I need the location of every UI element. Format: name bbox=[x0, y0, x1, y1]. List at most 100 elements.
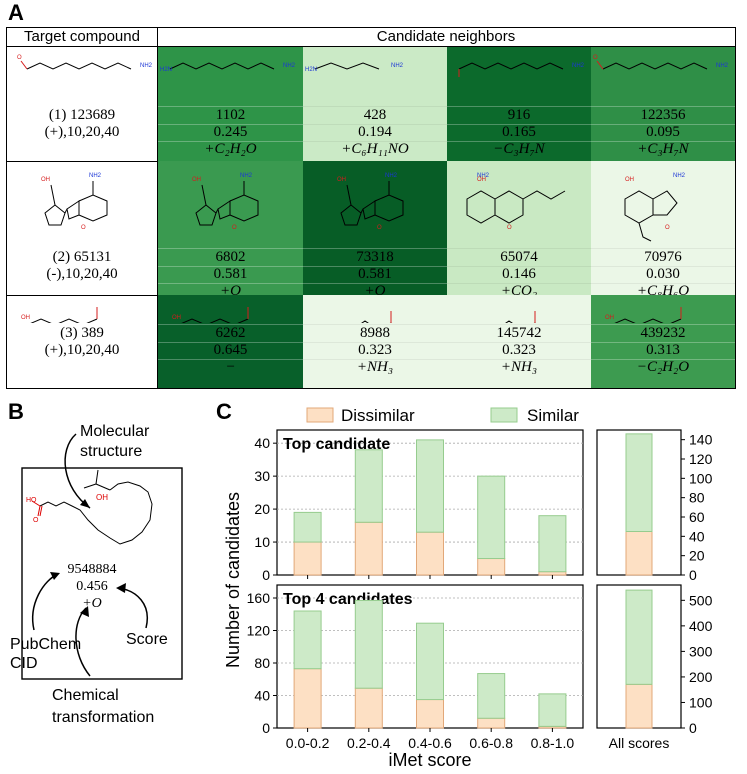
svg-text:NH2: NH2 bbox=[385, 173, 398, 179]
y-tick-label-right: 140 bbox=[689, 432, 713, 448]
target-compound-id: (2) 65131 bbox=[52, 249, 112, 265]
candidate-score: 0.323 bbox=[358, 342, 392, 358]
y-tick-label-right: 0 bbox=[689, 567, 697, 583]
svg-text:OH: OH bbox=[605, 315, 614, 321]
y-tick-label-right: 0 bbox=[689, 720, 697, 736]
svg-text:O: O bbox=[377, 225, 382, 231]
svg-text:O: O bbox=[232, 225, 237, 231]
bar-similar bbox=[477, 673, 506, 719]
candidate-molecule-structure: OH bbox=[361, 311, 392, 323]
y-tick-label-right: 40 bbox=[689, 528, 705, 544]
label-cid: CID bbox=[10, 655, 38, 672]
candidate-neighbor-cell: NH2 O 122356 0.095 +C₃H₇N bbox=[591, 47, 735, 161]
subplot-title: Top candidate bbox=[283, 436, 390, 453]
header-candidate-neighbors: Candidate neighbors bbox=[376, 28, 516, 45]
header-target-compound: Target compound bbox=[24, 28, 140, 45]
candidate-cid: 145742 bbox=[496, 325, 542, 341]
bar-similar bbox=[416, 439, 444, 533]
y-tick-label-right: 120 bbox=[689, 451, 713, 467]
bar-dissimilar bbox=[354, 521, 383, 576]
bar-dissimilar bbox=[477, 558, 506, 576]
bar-similar bbox=[293, 511, 322, 543]
candidate-neighbor-cell: NH2 OH O 70976 0.030 +C₈H₆O bbox=[591, 161, 735, 299]
aggregate-bar-dissimilar bbox=[625, 683, 653, 729]
candidate-cid: 439232 bbox=[640, 325, 686, 341]
candidate-score: 0.245 bbox=[213, 124, 248, 140]
label-molecular: Molecular bbox=[80, 423, 150, 440]
y-tick-label: 160 bbox=[247, 590, 271, 606]
x-tick-label: 0.0-0.2 bbox=[286, 735, 330, 751]
y-tick-label: 40 bbox=[254, 435, 270, 451]
y-tick-label: 80 bbox=[254, 655, 270, 671]
svg-text:OH: OH bbox=[41, 177, 50, 183]
bar-similar bbox=[538, 693, 567, 727]
legend-label-dissimilar: Dissimilar bbox=[341, 406, 415, 425]
candidate-score: 0.146 bbox=[502, 266, 536, 282]
arrow-score bbox=[117, 587, 148, 629]
y-tick-label-right: 80 bbox=[689, 490, 705, 506]
bar-similar bbox=[293, 610, 322, 670]
candidate-score: 0.194 bbox=[358, 124, 392, 140]
candidate-cid: 70976 bbox=[644, 249, 682, 265]
candidate-score: 0.313 bbox=[646, 342, 680, 358]
candidate-neighbor-cell: NH2 OH O 65074 0.146 +CO₂ bbox=[447, 161, 591, 299]
arrow-cid bbox=[32, 573, 59, 631]
candidate-cid: 6802 bbox=[215, 249, 246, 265]
x-tick-label: 0.4-0.6 bbox=[408, 735, 452, 751]
label-chemical: Chemical bbox=[52, 687, 119, 704]
candidate-table: Target compound Candidate neighbors NH2 O… bbox=[6, 27, 736, 389]
target-molecule-structure: NH2 O bbox=[17, 55, 153, 70]
candidate-molecule-structure: OH bbox=[505, 311, 536, 323]
candidate-neighbor-cell: NH2 H2N 428 0.194 +C₆H₁₁NO bbox=[303, 47, 447, 161]
bar-dissimilar bbox=[477, 717, 506, 729]
target-compound-info: (+),10,20,40 bbox=[44, 124, 120, 140]
candidate-transform: +NH₃ bbox=[500, 359, 538, 375]
y-tick-label: 0 bbox=[262, 720, 270, 736]
bar-similar bbox=[477, 475, 506, 560]
candidate-transform: −C₂H₂O bbox=[636, 359, 690, 375]
panel-b-letter: B bbox=[8, 399, 24, 424]
bar-similar bbox=[354, 599, 383, 689]
candidate-transform: −C₃H₇N bbox=[493, 141, 545, 157]
candidate-cid: 122356 bbox=[640, 107, 686, 123]
candidate-transform: − bbox=[225, 359, 236, 375]
candidate-molecule-structure: NH2 O bbox=[593, 55, 729, 70]
candidate-molecule-structure: NH2 bbox=[458, 62, 585, 77]
target-compound-id: (3) 389 bbox=[60, 325, 104, 341]
candidate-score: 0.030 bbox=[646, 266, 680, 282]
panel-b-diagram: OH HO O 9548884 0.456 +O Molecular struc… bbox=[10, 423, 183, 726]
svg-text:O: O bbox=[81, 225, 86, 231]
target-compound-info: (+),10,20,40 bbox=[44, 342, 120, 358]
aggregate-x-label: All scores bbox=[609, 735, 670, 751]
imet-score-chart: Dissimilar Similar 0 10 20 30 40 Top candidate 0… bbox=[223, 406, 713, 770]
bar-dissimilar bbox=[416, 699, 444, 729]
candidate-score: 0.645 bbox=[213, 342, 248, 358]
candidate-molecule-structure: NH2 H2N bbox=[305, 62, 404, 73]
svg-text:OH: OH bbox=[625, 177, 634, 183]
y-tick-label: 40 bbox=[254, 688, 270, 704]
y-tick-label: 10 bbox=[254, 534, 270, 550]
candidate-cid: 73318 bbox=[356, 249, 394, 265]
svg-text:OH: OH bbox=[21, 315, 30, 321]
y-tick-label-right: 60 bbox=[689, 509, 705, 525]
candidate-neighbor-cell: NH2 OH O 6802 0.581 +O bbox=[158, 161, 303, 299]
y-tick-label: 0 bbox=[262, 567, 270, 583]
svg-text:OH: OH bbox=[192, 177, 201, 183]
svg-text:HO: HO bbox=[26, 497, 37, 504]
candidate-neighbor-cell: NH2 OH O 73318 0.581 +O bbox=[303, 161, 447, 299]
bar-similar bbox=[354, 449, 383, 523]
candidate-score: 0.165 bbox=[502, 124, 536, 140]
candidate-molecule-structure: NH2 OH O bbox=[624, 173, 686, 242]
candidate-neighbor-cell: NH2 916 0.165 −C₃H₇N bbox=[447, 47, 591, 161]
example-cid: 9548884 bbox=[68, 562, 117, 577]
y-tick-label: 30 bbox=[254, 468, 270, 484]
candidate-score: 0.095 bbox=[646, 124, 680, 140]
candidate-molecule-structure: OH bbox=[605, 307, 682, 323]
svg-text:H2N: H2N bbox=[305, 67, 317, 73]
candidate-score: 0.581 bbox=[213, 266, 248, 282]
svg-text:NH2: NH2 bbox=[716, 63, 729, 69]
svg-text:OH: OH bbox=[172, 315, 181, 321]
legend-label-similar: Similar bbox=[527, 406, 579, 425]
